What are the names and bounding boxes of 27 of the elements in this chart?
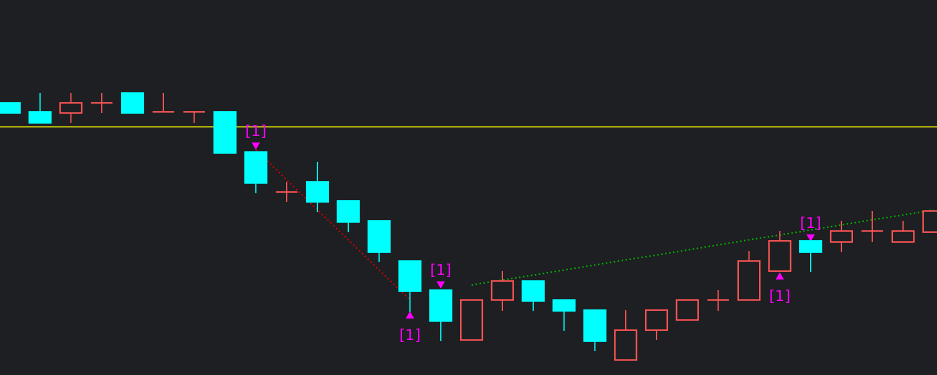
point [436,281,445,289]
candlestick [121,92,144,114]
annotation: [1] [399,326,421,344]
candlestick [860,210,884,243]
candlestick [90,92,114,114]
candlestick [706,289,730,312]
candlestick [28,92,52,124]
candlestick [552,299,576,332]
candlestick [182,111,206,124]
candlestick [306,161,330,213]
candlestick [644,309,668,341]
candlestick [275,181,298,203]
point [252,142,260,150]
candlestick [830,220,853,253]
annotation: [1] [769,286,790,305]
candlestick [490,270,514,312]
candlestick [336,200,360,233]
candlestick [522,280,545,312]
annotation: [1] [800,214,822,232]
candlestick [892,220,915,243]
annotation: [1] [245,122,266,140]
candlestick [59,92,82,124]
candlestick [152,92,175,113]
annotation: [1] [430,260,452,279]
point [406,311,414,319]
point [776,272,784,280]
candlestick [676,299,699,321]
